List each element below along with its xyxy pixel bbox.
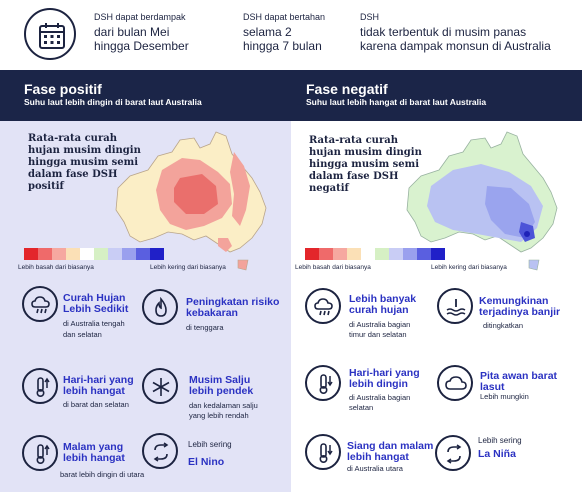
right-item6-pre: Lebih sering [478, 436, 522, 445]
flame-icon [142, 289, 178, 325]
left-item1-sub1: di Australia tengah [63, 319, 125, 328]
negative-map-text-3: hingga musim semi [309, 159, 419, 170]
negative-map-text-5: negatif [309, 183, 349, 194]
negative-phase-title: Fase negatif [306, 81, 388, 97]
left-item2-sub1: di tenggara [186, 323, 224, 332]
cycle-icon [435, 435, 471, 471]
right-item1-title2: curah hujan [349, 304, 409, 316]
positive-phase-title: Fase positif [24, 81, 102, 97]
left-item4-sub1: dan kedalaman salju [189, 401, 258, 410]
left-item4-title2: lebih pendek [189, 385, 254, 397]
left-item6-pre: Lebih sering [188, 440, 232, 449]
right-item5-title2: lebih hangat [347, 451, 409, 463]
left-item6-title: El Nino [188, 456, 225, 468]
positive-legend-dry: Lebih kering dari biasanya [150, 264, 226, 271]
right-item1-sub2: timur dan selatan [349, 330, 407, 339]
rain-cloud-icon [22, 286, 58, 322]
negative-map-text-4: dalam fase DSH [309, 171, 399, 182]
right-item4-sub1: Lebih mungkin [480, 392, 529, 401]
negative-legend-dry: Lebih kering dari biasanya [431, 264, 507, 271]
negative-rainfall-map [406, 131, 558, 271]
left-item3-sub1: di barat dan selatan [63, 400, 129, 409]
left-item4-title1: Musim Salju [189, 374, 251, 386]
negative-map-text-2: hujan musim dingin [309, 147, 422, 158]
right-item4-title1: Pita awan barat [480, 370, 558, 382]
duration-line2: hingga 7 bulan [243, 39, 322, 53]
phase-header-bar: Fase positif Suhu laut lebih dingin di b… [0, 70, 582, 121]
left-item5-title2: lebih hangat [63, 452, 125, 464]
left-item5-sub1: barat lebih dingin di utara [60, 470, 145, 479]
summer-label: DSH [360, 12, 380, 22]
impact-line1: dari bulan Mei [94, 25, 170, 39]
negative-legend [305, 248, 445, 260]
positive-legend-wet: Lebih basah dari biasanya [18, 264, 94, 271]
thermometer-up-icon [22, 435, 58, 471]
right-item2-sub1: ditingkatkan [483, 321, 524, 330]
thermometer-down-icon [305, 365, 341, 401]
left-item3-title1: Hari-hari yang [63, 374, 134, 386]
right-item5-sub1: di Australia utara [347, 464, 403, 473]
right-item3-title2: lebih dingin [349, 378, 408, 390]
calendar-icon [24, 8, 76, 60]
positive-map-text-4: dalam fase DSH [28, 169, 118, 180]
positive-rainfall-map [115, 131, 267, 271]
duration-label: DSH dapat bertahan [243, 12, 326, 22]
right-item4-title2: lasut [480, 381, 505, 393]
right-item5-title1: Siang dan malam [347, 440, 434, 452]
positive-map-text-3: hingga musim semi [28, 157, 138, 168]
right-item3-title1: Hari-hari yang [349, 367, 420, 379]
positive-map-text-1: Rata-rata curah [28, 133, 117, 144]
right-item6-title: La Niña [478, 448, 516, 460]
positive-map-text-5: positif [28, 181, 64, 192]
thermometer-up-icon [22, 368, 58, 404]
positive-map-text-2: hujan musim dingin [28, 145, 141, 156]
top-banner: DSH dapat berdampak dari bulan Mei hingg… [0, 0, 582, 70]
flood-icon [437, 288, 473, 324]
left-item4-sub2: yang lebih rendah [189, 411, 249, 420]
positive-legend [24, 248, 164, 260]
negative-phase-panel: Rata-rata curah hujan musim dingin hingg… [291, 121, 582, 492]
left-item1-sub2: dan selatan [63, 330, 102, 339]
left-item5-title1: Malam yang [63, 441, 124, 453]
duration-line1: selama 2 [243, 25, 292, 39]
snowflake-icon [142, 368, 178, 404]
negative-legend-wet: Lebih basah dari biasanya [295, 264, 371, 271]
left-item2-title1: Peningkatan risiko [186, 296, 280, 308]
left-item1-title1: Curah Hujan [63, 292, 126, 304]
right-item1-title1: Lebih banyak [349, 293, 417, 305]
impact-line2: hingga Desember [94, 39, 189, 53]
cycle-icon [142, 433, 178, 469]
negative-phase-subtitle: Suhu laut lebih hangat di barat laut Aus… [306, 97, 487, 107]
summer-line1: tidak terbentuk di musim panas [360, 25, 527, 39]
positive-phase-panel: Rata-rata curah hujan musim dingin hingg… [0, 121, 291, 492]
right-item3-sub2: selatan [349, 403, 374, 412]
right-item1-sub1: di Australia bagian [349, 320, 411, 329]
right-item2-title2: terjadinya banjir [479, 306, 561, 318]
impact-label: DSH dapat berdampak [94, 12, 186, 22]
rain-cloud-icon [305, 288, 341, 324]
left-item1-title2: Lebih Sedikit [63, 303, 129, 315]
thermometer-down-icon [305, 434, 341, 470]
cloud-icon [437, 365, 473, 401]
right-item2-title1: Kemungkinan [479, 295, 549, 307]
left-item2-title2: kebakaran [186, 307, 238, 319]
negative-map-text-1: Rata-rata curah [309, 135, 398, 146]
left-item3-title2: lebih hangat [63, 385, 125, 397]
positive-phase-subtitle: Suhu laut lebih dingin di barat laut Aus… [24, 97, 202, 107]
right-item3-sub1: di Australia bagian [349, 393, 411, 402]
summer-line2: karena dampak monsun di Australia [360, 39, 551, 53]
